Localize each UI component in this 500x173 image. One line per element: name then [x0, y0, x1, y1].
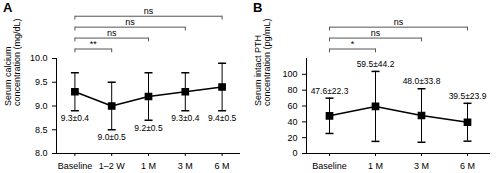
svg-text:ns: ns [107, 28, 117, 38]
svg-text:39.5±23.9: 39.5±23.9 [449, 91, 487, 101]
svg-text:Serum intact PTHconcentration: Serum intact PTHconcentration (pg/mL) [253, 18, 272, 106]
svg-text:Baseline: Baseline [58, 161, 93, 171]
svg-text:1–2 W: 1–2 W [99, 161, 126, 171]
svg-text:20: 20 [287, 133, 297, 143]
svg-text:6 M: 6 M [460, 161, 475, 171]
svg-text:9.5: 9.5 [35, 77, 48, 87]
svg-text:1 M: 1 M [141, 161, 156, 171]
svg-text:3 M: 3 M [178, 161, 193, 171]
svg-text:100: 100 [282, 69, 297, 79]
html-text:B: B [253, 0, 263, 15]
svg-text:59.5±44.2: 59.5±44.2 [357, 59, 395, 69]
svg-text:60: 60 [287, 101, 297, 111]
svg-text:48.0±33.8: 48.0±33.8 [403, 76, 441, 86]
svg-text:ns: ns [125, 17, 135, 27]
svg-text:Baseline: Baseline [312, 161, 347, 171]
svg-text:9.4±0.5: 9.4±0.5 [208, 113, 237, 123]
svg-text:3 M: 3 M [414, 161, 429, 171]
svg-text:ns: ns [394, 17, 404, 27]
svg-text:9.2±0.5: 9.2±0.5 [134, 123, 163, 133]
svg-text:ns: ns [144, 6, 154, 16]
svg-text:9.0±0.5: 9.0±0.5 [98, 132, 127, 142]
svg-text:9.0: 9.0 [35, 101, 48, 111]
svg-text:**: ** [90, 39, 98, 49]
svg-text:ns: ns [371, 28, 381, 38]
svg-text:*: * [351, 39, 355, 49]
svg-text:40: 40 [287, 117, 297, 127]
svg-text:9.3±0.4: 9.3±0.4 [171, 113, 200, 123]
svg-text:9.3±0.4: 9.3±0.4 [61, 113, 90, 123]
svg-text:10.0: 10.0 [30, 53, 48, 63]
svg-text:Serum calciumconcentration (mg: Serum calciumconcentration (mg/dL) [3, 18, 22, 106]
svg-text:8.0: 8.0 [35, 148, 48, 158]
svg-text:80: 80 [287, 85, 297, 95]
svg-text:6 M: 6 M [215, 161, 230, 171]
html-text:A: A [3, 0, 13, 15]
svg-text:1 M: 1 M [368, 161, 383, 171]
svg-text:0: 0 [292, 148, 297, 158]
svg-text:8.5: 8.5 [35, 125, 48, 135]
svg-text:47.6±22.3: 47.6±22.3 [311, 86, 349, 96]
